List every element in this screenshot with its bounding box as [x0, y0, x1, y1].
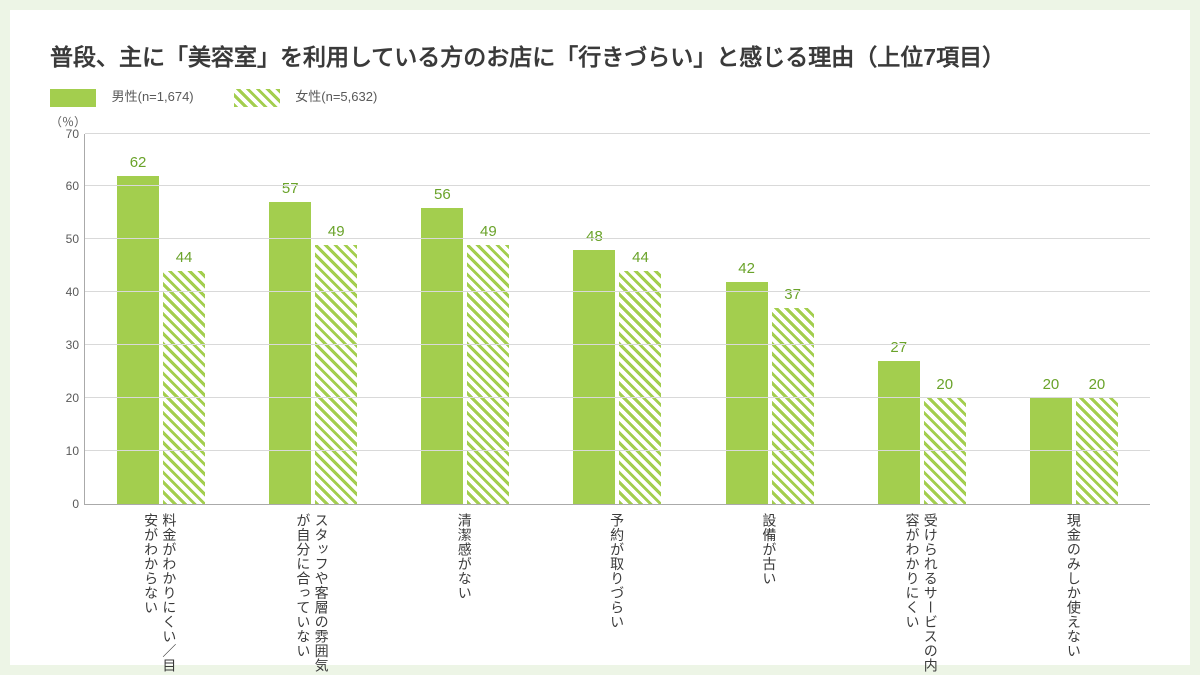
x-label-text: 設備が古い [760, 513, 778, 673]
bar-value-label: 20 [936, 376, 953, 393]
y-tick-label: 60 [51, 179, 79, 193]
bar-male: 27 [878, 361, 920, 504]
bar-value-label: 56 [434, 186, 451, 203]
bar-group: 5649 [389, 134, 541, 504]
bar-value-label: 62 [130, 154, 147, 171]
x-label: 予約が取りづらい [541, 513, 693, 673]
y-tick-label: 50 [51, 232, 79, 246]
grid-line [85, 397, 1150, 398]
bar-value-label: 44 [632, 249, 649, 266]
bar-group: 6244 [85, 134, 237, 504]
x-label-text: 料金がわかりにくい／目安がわからない [142, 513, 178, 673]
bar-value-label: 48 [586, 228, 603, 245]
grid-line [85, 291, 1150, 292]
plot: 6244574956494844423727202020 01020304050… [84, 134, 1150, 505]
bar-female: 49 [315, 245, 357, 504]
x-label: 受けられるサービスの内容がわかりにくい [845, 513, 997, 673]
bar-female: 37 [772, 308, 814, 504]
y-tick-label: 0 [51, 497, 79, 511]
bar-value-label: 20 [1043, 376, 1060, 393]
grid-line [85, 238, 1150, 239]
x-label: 設備が古い [693, 513, 845, 673]
grid-line [85, 185, 1150, 186]
legend-item-female: 女性(n=5,632) [234, 86, 378, 107]
x-label-text: 清潔感がない [456, 513, 474, 673]
bar-value-label: 49 [480, 223, 497, 240]
bar-female: 44 [619, 271, 661, 504]
bars-row: 6244574956494844423727202020 [85, 134, 1150, 504]
x-label-text: スタッフや客層の雰囲気が自分に合っていない [294, 513, 330, 673]
bar-male: 56 [421, 208, 463, 504]
y-tick-label: 10 [51, 444, 79, 458]
bar-male: 62 [117, 176, 159, 504]
x-label: 現金のみしか使えない [998, 513, 1150, 673]
bar-group: 2020 [998, 134, 1150, 504]
bar-female: 44 [163, 271, 205, 504]
y-tick-label: 40 [51, 285, 79, 299]
bar-value-label: 20 [1089, 376, 1106, 393]
bar-group: 27 20 [846, 134, 998, 504]
legend-item-male: 男性(n=1,674) [50, 86, 194, 107]
bar-value-label: 42 [738, 260, 755, 277]
grid-line [85, 344, 1150, 345]
x-label-text: 予約が取りづらい [608, 513, 626, 673]
chart-card: 普段、主に「美容室」を利用している方のお店に「行きづらい」と感じる理由（上位7項… [10, 10, 1190, 665]
legend-label-female: 女性(n=5,632) [295, 89, 377, 104]
grid-line [85, 133, 1150, 134]
legend: 男性(n=1,674) 女性(n=5,632) [50, 86, 1150, 107]
bar-male: 48 [573, 250, 615, 504]
bar-value-label: 27 [890, 339, 907, 356]
x-axis-labels: 料金がわかりにくい／目安がわからない スタッフや客層の雰囲気が自分に合っていない 清… [84, 513, 1150, 673]
bar-value-label: 49 [328, 223, 345, 240]
x-label: スタッフや客層の雰囲気が自分に合っていない [236, 513, 388, 673]
y-unit-label: （％） [50, 113, 1150, 130]
legend-swatch-male [50, 89, 96, 107]
bar-group: 4237 [694, 134, 846, 504]
plot-area: 6244574956494844423727202020 01020304050… [84, 134, 1150, 673]
y-tick-label: 70 [51, 127, 79, 141]
x-label: 料金がわかりにくい／目安がわからない [84, 513, 236, 673]
x-label-text: 現金のみしか使えない [1065, 513, 1083, 673]
bar-male: 42 [726, 282, 768, 504]
chart-title: 普段、主に「美容室」を利用している方のお店に「行きづらい」と感じる理由（上位7項… [50, 38, 1150, 72]
legend-label-male: 男性(n=1,674) [112, 89, 194, 104]
bar-male: 57 [269, 202, 311, 503]
bar-value-label: 57 [282, 180, 299, 197]
y-tick-label: 20 [51, 391, 79, 405]
x-label-text: 受けられるサービスの内容がわかりにくい [903, 513, 939, 673]
bar-female: 49 [467, 245, 509, 504]
x-label: 清潔感がない [389, 513, 541, 673]
bar-value-label: 37 [784, 286, 801, 303]
grid-line [85, 450, 1150, 451]
legend-swatch-female [234, 89, 280, 107]
bar-value-label: 44 [176, 249, 193, 266]
bar-group: 4844 [541, 134, 693, 504]
y-tick-label: 30 [51, 338, 79, 352]
bar-group: 5749 [237, 134, 389, 504]
